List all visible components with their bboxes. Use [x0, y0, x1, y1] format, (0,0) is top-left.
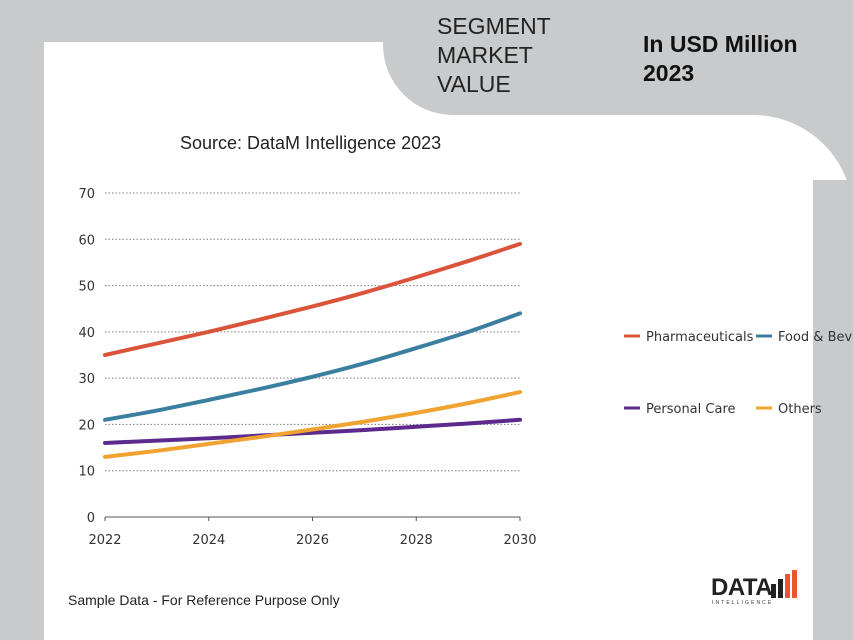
- x-tick-label: 2022: [88, 533, 121, 548]
- header-tab: [383, 0, 853, 115]
- bar-logo-icon: [771, 570, 797, 598]
- unit-title: In USD Million 2023: [643, 31, 798, 86]
- x-tick-label: 2028: [400, 533, 433, 548]
- series-line-others: [103, 390, 522, 459]
- logo-text: DATA: [711, 574, 773, 601]
- y-tick-label: 40: [78, 326, 95, 341]
- right-edge: [813, 180, 853, 640]
- x-tick-label: 2026: [296, 533, 329, 548]
- chart-title: Source: DataM Intelligence 2023: [180, 133, 442, 153]
- footer-note: Sample Data - For Reference Purpose Only: [68, 592, 340, 608]
- segment-title: SEGMENT MARKET VALUE: [437, 13, 551, 97]
- y-tick-label: 10: [78, 465, 95, 480]
- series-lines: [103, 241, 522, 459]
- y-tick-label: 60: [78, 233, 95, 248]
- legend-label-others: Others: [778, 402, 822, 417]
- legend-label-personal-care: Personal Care: [646, 402, 736, 417]
- series-line-food-beverages: [103, 311, 522, 422]
- legend-label-food-beverages: Food & Beverages: [778, 330, 853, 345]
- series-line-personal-care: [103, 417, 522, 445]
- y-tick-label: 30: [78, 372, 95, 387]
- legend-label-pharmaceuticals: Pharmaceuticals: [646, 330, 754, 345]
- series-line-pharmaceuticals: [103, 241, 522, 357]
- logo-subtext: INTELLIGENCE: [712, 600, 774, 606]
- legend: Pharmaceuticals Food & Beverages Personal …: [624, 330, 853, 417]
- datam-logo: DATA INTELLIGENCE: [711, 562, 806, 612]
- x-tick-label: 2024: [192, 533, 225, 548]
- y-tick-label: 50: [78, 280, 95, 295]
- x-tick-label: 2030: [503, 533, 536, 548]
- y-tick-label: 0: [87, 511, 95, 526]
- y-tick-label: 20: [78, 418, 95, 433]
- y-tick-label: 70: [78, 187, 95, 202]
